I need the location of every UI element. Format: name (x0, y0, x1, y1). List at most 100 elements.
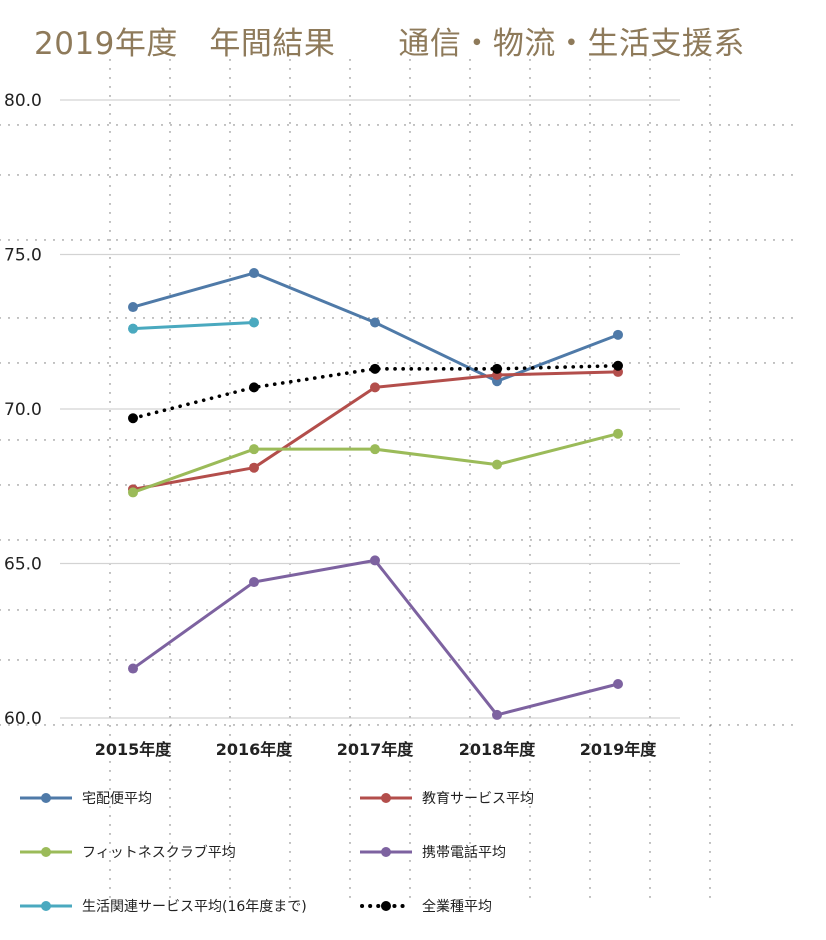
bg-dot (332, 484, 334, 486)
bg-dot (109, 167, 111, 169)
bg-dot (169, 167, 171, 169)
bg-dot (409, 617, 411, 619)
bg-dot (409, 86, 411, 88)
bg-dot (269, 239, 271, 241)
data-point (492, 709, 502, 720)
bg-dot (649, 779, 651, 781)
bg-dot (109, 662, 111, 664)
bg-dot (109, 59, 111, 61)
bg-dot (169, 833, 171, 835)
bg-dot (289, 572, 291, 574)
bg-dot (649, 761, 651, 763)
gridlines (60, 99, 680, 719)
bg-dot (341, 484, 343, 486)
bg-dot (512, 484, 514, 486)
bg-dot (529, 149, 531, 151)
bg-dot (422, 239, 424, 241)
legend-item: 携帯電話平均 (358, 842, 506, 862)
bg-dot (349, 698, 351, 700)
bg-dot (229, 293, 231, 295)
bg-dot (719, 362, 721, 364)
bg-dot (296, 239, 298, 241)
bg-dot (469, 635, 471, 637)
bg-dot (701, 239, 703, 241)
bg-dot (404, 539, 406, 541)
bg-dot (709, 779, 711, 781)
bg-dot (35, 609, 37, 611)
bg-dot (109, 761, 111, 763)
bg-dot (229, 581, 231, 583)
bg-dot (728, 174, 730, 176)
bg-dot (224, 659, 226, 661)
bg-dot (289, 158, 291, 160)
bg-dot (469, 752, 471, 754)
legend-label: 全業種平均 (422, 899, 492, 915)
bg-dot (71, 439, 73, 441)
bg-dot (62, 609, 64, 611)
bg-dot (710, 484, 712, 486)
bg-dot (539, 317, 541, 319)
bg-dot (485, 174, 487, 176)
bg-dot (80, 362, 82, 364)
bg-dot (589, 500, 591, 502)
bg-dot (529, 797, 531, 799)
bg-dot (503, 724, 505, 726)
bg-dot (349, 554, 351, 556)
bg-dot (109, 815, 111, 817)
bg-dot (709, 500, 711, 502)
bg-dot (206, 124, 208, 126)
bg-dot (233, 539, 235, 541)
bg-dot (764, 362, 766, 364)
bg-dot (584, 124, 586, 126)
bg-dot (169, 293, 171, 295)
bg-dot (169, 743, 171, 745)
bg-dot (109, 140, 111, 142)
bg-dot (349, 329, 351, 331)
bg-dot (179, 239, 181, 241)
bg-dot (647, 539, 649, 541)
bg-dot (589, 779, 591, 781)
bg-dot (169, 374, 171, 376)
bg-dot (589, 230, 591, 232)
bg-dot (728, 317, 730, 319)
bg-dot (359, 609, 361, 611)
bg-dot (458, 174, 460, 176)
bg-dot (409, 725, 411, 727)
bg-dot (529, 887, 531, 889)
bg-dot (107, 484, 109, 486)
legend-label: 教育サービス平均 (422, 791, 534, 807)
bg-dot (349, 356, 351, 358)
y-tick-label: 80.0 (4, 91, 42, 111)
bg-dot (0, 484, 1, 486)
bg-dot (170, 317, 172, 319)
bg-dot (413, 724, 415, 726)
bg-dot (709, 410, 711, 412)
bg-dot (539, 539, 541, 541)
bg-dot (349, 590, 351, 592)
bg-dot (409, 482, 411, 484)
bg-dot (431, 174, 433, 176)
bg-dot (647, 317, 649, 319)
bg-dot (521, 539, 523, 541)
bg-dot (215, 724, 217, 726)
bg-dot (709, 725, 711, 727)
bg-dot (229, 194, 231, 196)
bg-dot (649, 518, 651, 520)
bg-dot (62, 484, 64, 486)
bg-dot (764, 724, 766, 726)
bg-dot (169, 815, 171, 817)
bg-dot (332, 174, 334, 176)
bg-dot (26, 609, 28, 611)
bg-dot (17, 362, 19, 364)
bg-dot (709, 743, 711, 745)
bg-dot (53, 609, 55, 611)
bg-dot (341, 439, 343, 441)
bg-dot (589, 374, 591, 376)
bg-dot (529, 221, 531, 223)
bg-dot (107, 609, 109, 611)
bg-dot (674, 317, 676, 319)
bg-dot (589, 599, 591, 601)
bg-dot (409, 113, 411, 115)
bg-dot (109, 833, 111, 835)
x-tick-label: 2016年度 (216, 740, 294, 759)
